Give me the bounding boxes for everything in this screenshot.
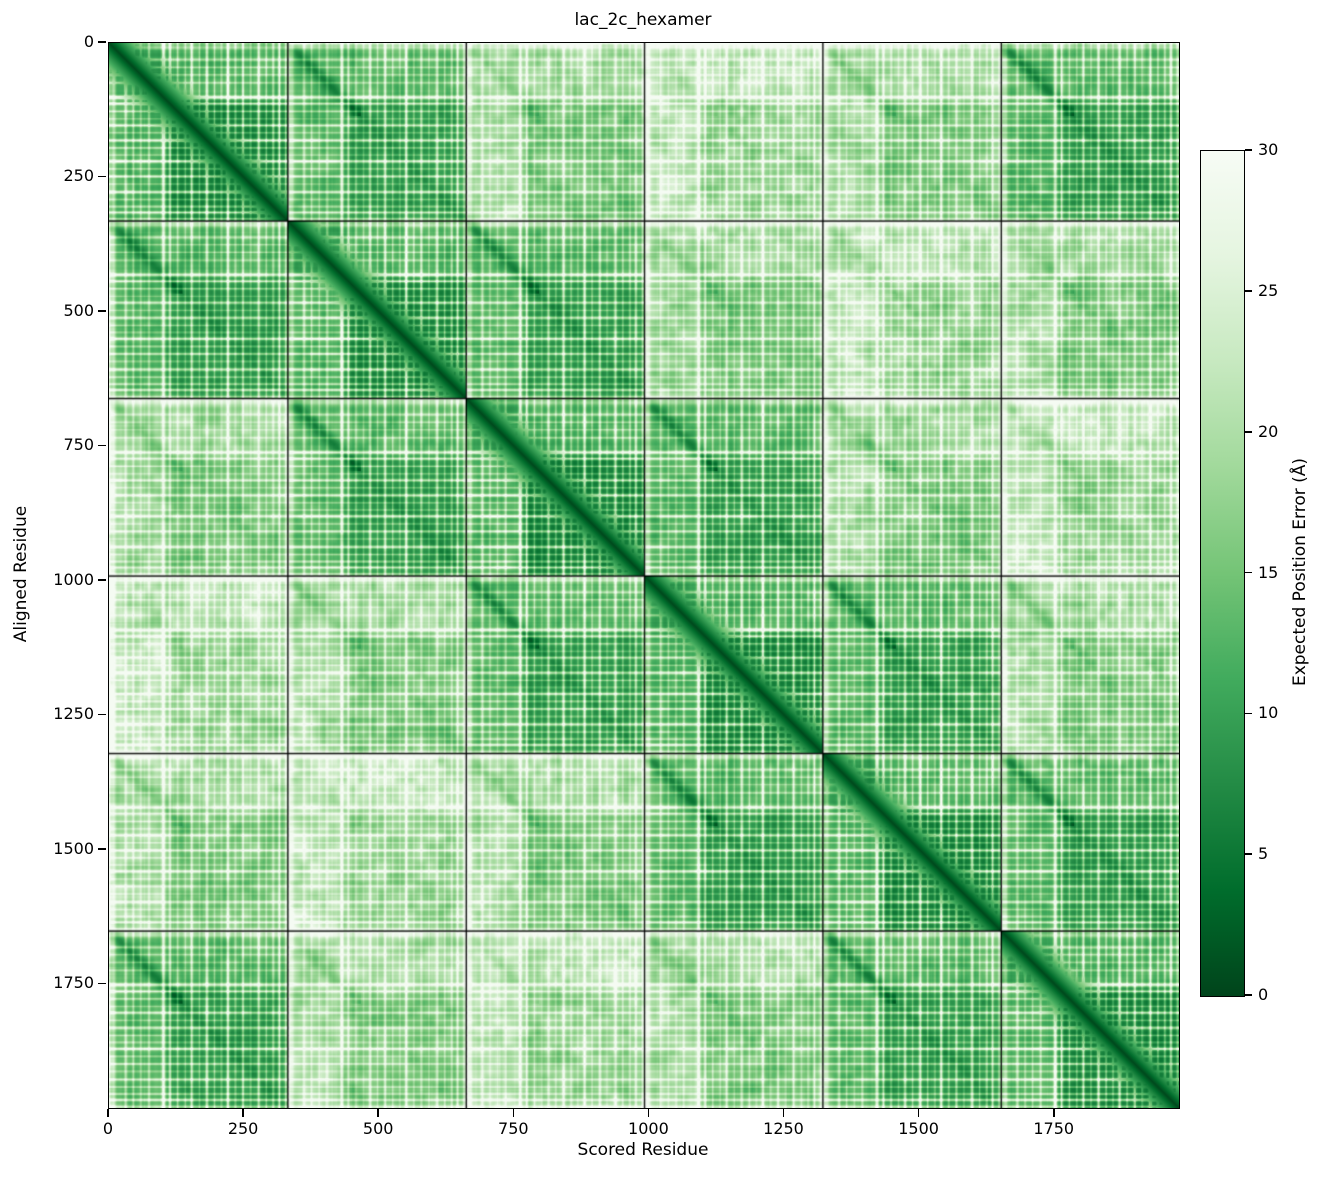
- colorbar-tick-mark: [1245, 994, 1252, 996]
- y-tick-mark: [98, 310, 106, 312]
- y-tick-mark: [98, 444, 106, 447]
- colorbar-tick-label: 30: [1258, 140, 1279, 159]
- y-tick-label: 1000: [53, 569, 94, 589]
- x-tick-label: 500: [362, 1119, 394, 1138]
- y-tick-mark: [98, 175, 106, 178]
- colorbar-tick-mark: [1245, 149, 1252, 151]
- x-tick-mark: [782, 1109, 785, 1117]
- colorbar-tick-label: 15: [1258, 562, 1279, 582]
- y-tick-label: 1250: [53, 704, 94, 724]
- x-tick-label: 750: [498, 1119, 529, 1138]
- x-tick-mark: [377, 1109, 380, 1117]
- x-tick-label: 1750: [1033, 1119, 1075, 1138]
- y-tick-mark: [98, 982, 106, 985]
- x-tick-label: 1500: [898, 1119, 939, 1138]
- colorbar-tick-label: 0: [1258, 985, 1269, 1004]
- chart-title: lac_2c_hexamer: [574, 10, 712, 30]
- y-tick-mark: [98, 579, 106, 581]
- x-tick-mark: [107, 1109, 109, 1117]
- x-tick-mark: [1052, 1109, 1055, 1117]
- colorbar-tick-label: 20: [1258, 421, 1279, 441]
- heatmap-plot-area: [108, 42, 1180, 1109]
- pae-heatmap-canvas: [109, 43, 1179, 1108]
- y-tick-mark: [98, 41, 106, 43]
- colorbar-tick-label: 5: [1258, 844, 1269, 864]
- x-tick-label: 250: [227, 1119, 259, 1138]
- x-tick-mark: [242, 1109, 244, 1117]
- x-tick-label: 0: [102, 1119, 114, 1138]
- x-tick-label: 1250: [763, 1119, 804, 1138]
- y-tick-label: 0: [83, 32, 94, 51]
- colorbar-tick-label: 25: [1258, 280, 1279, 300]
- y-tick-label: 1500: [53, 838, 94, 858]
- x-tick-label: 1000: [628, 1119, 669, 1138]
- y-tick-label: 250: [63, 166, 94, 186]
- x-tick-mark: [917, 1109, 920, 1117]
- y-tick-label: 750: [63, 435, 94, 455]
- colorbar-tick-mark: [1245, 571, 1252, 574]
- y-tick-label: 1750: [53, 973, 94, 993]
- y-axis-label: Aligned Residue: [11, 505, 31, 643]
- y-tick-mark: [98, 848, 106, 850]
- colorbar-tick-mark: [1245, 712, 1252, 715]
- y-tick-label: 500: [63, 300, 94, 320]
- x-axis-label: Scored Residue: [577, 1140, 709, 1160]
- x-tick-mark: [512, 1109, 515, 1117]
- colorbar-tick-mark: [1245, 853, 1252, 855]
- colorbar-tick-mark: [1245, 430, 1252, 433]
- colorbar-tick-mark: [1245, 290, 1252, 292]
- x-tick-mark: [647, 1109, 650, 1117]
- colorbar: [1200, 150, 1245, 997]
- colorbar-label: Expected Position Error (Å): [1290, 457, 1310, 687]
- colorbar-tick-label: 10: [1258, 703, 1279, 723]
- y-tick-mark: [98, 713, 106, 716]
